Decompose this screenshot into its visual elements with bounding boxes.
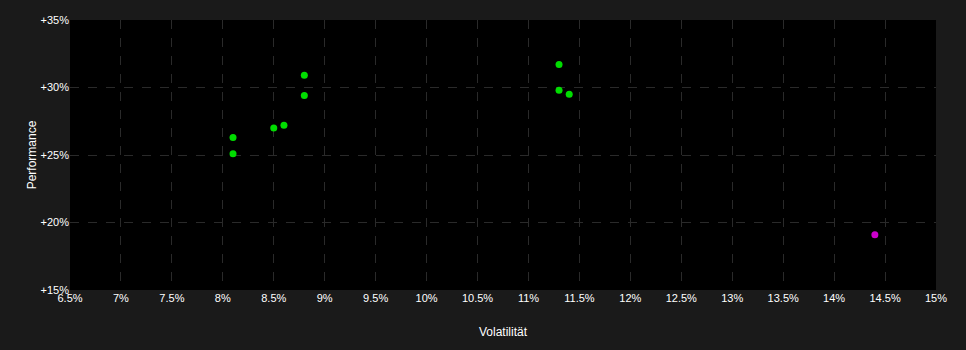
svg-text:12%: 12% bbox=[619, 292, 641, 304]
svg-text:+35%: +35% bbox=[41, 14, 70, 26]
svg-text:13%: 13% bbox=[721, 292, 743, 304]
svg-text:+15%: +15% bbox=[41, 284, 70, 296]
svg-text:8%: 8% bbox=[215, 292, 231, 304]
svg-text:+25%: +25% bbox=[41, 149, 70, 161]
svg-text:11.5%: 11.5% bbox=[564, 292, 595, 304]
svg-text:12.5%: 12.5% bbox=[666, 292, 697, 304]
svg-text:8.5%: 8.5% bbox=[261, 292, 286, 304]
svg-text:9.5%: 9.5% bbox=[363, 292, 388, 304]
svg-text:+30%: +30% bbox=[41, 81, 70, 93]
svg-text:Performance: Performance bbox=[25, 120, 39, 189]
svg-text:6.5%: 6.5% bbox=[57, 292, 82, 304]
svg-text:+20%: +20% bbox=[41, 216, 70, 228]
svg-text:14.5%: 14.5% bbox=[869, 292, 900, 304]
svg-text:9%: 9% bbox=[317, 292, 333, 304]
svg-text:15%: 15% bbox=[925, 292, 947, 304]
svg-text:Volatilität: Volatilität bbox=[479, 325, 528, 339]
svg-text:11%: 11% bbox=[518, 292, 539, 304]
svg-text:7.5%: 7.5% bbox=[159, 292, 184, 304]
svg-text:7%: 7% bbox=[113, 292, 129, 304]
svg-text:10%: 10% bbox=[416, 292, 438, 304]
svg-text:13.5%: 13.5% bbox=[768, 292, 799, 304]
svg-text:10.5%: 10.5% bbox=[462, 292, 493, 304]
svg-text:14%: 14% bbox=[823, 292, 845, 304]
